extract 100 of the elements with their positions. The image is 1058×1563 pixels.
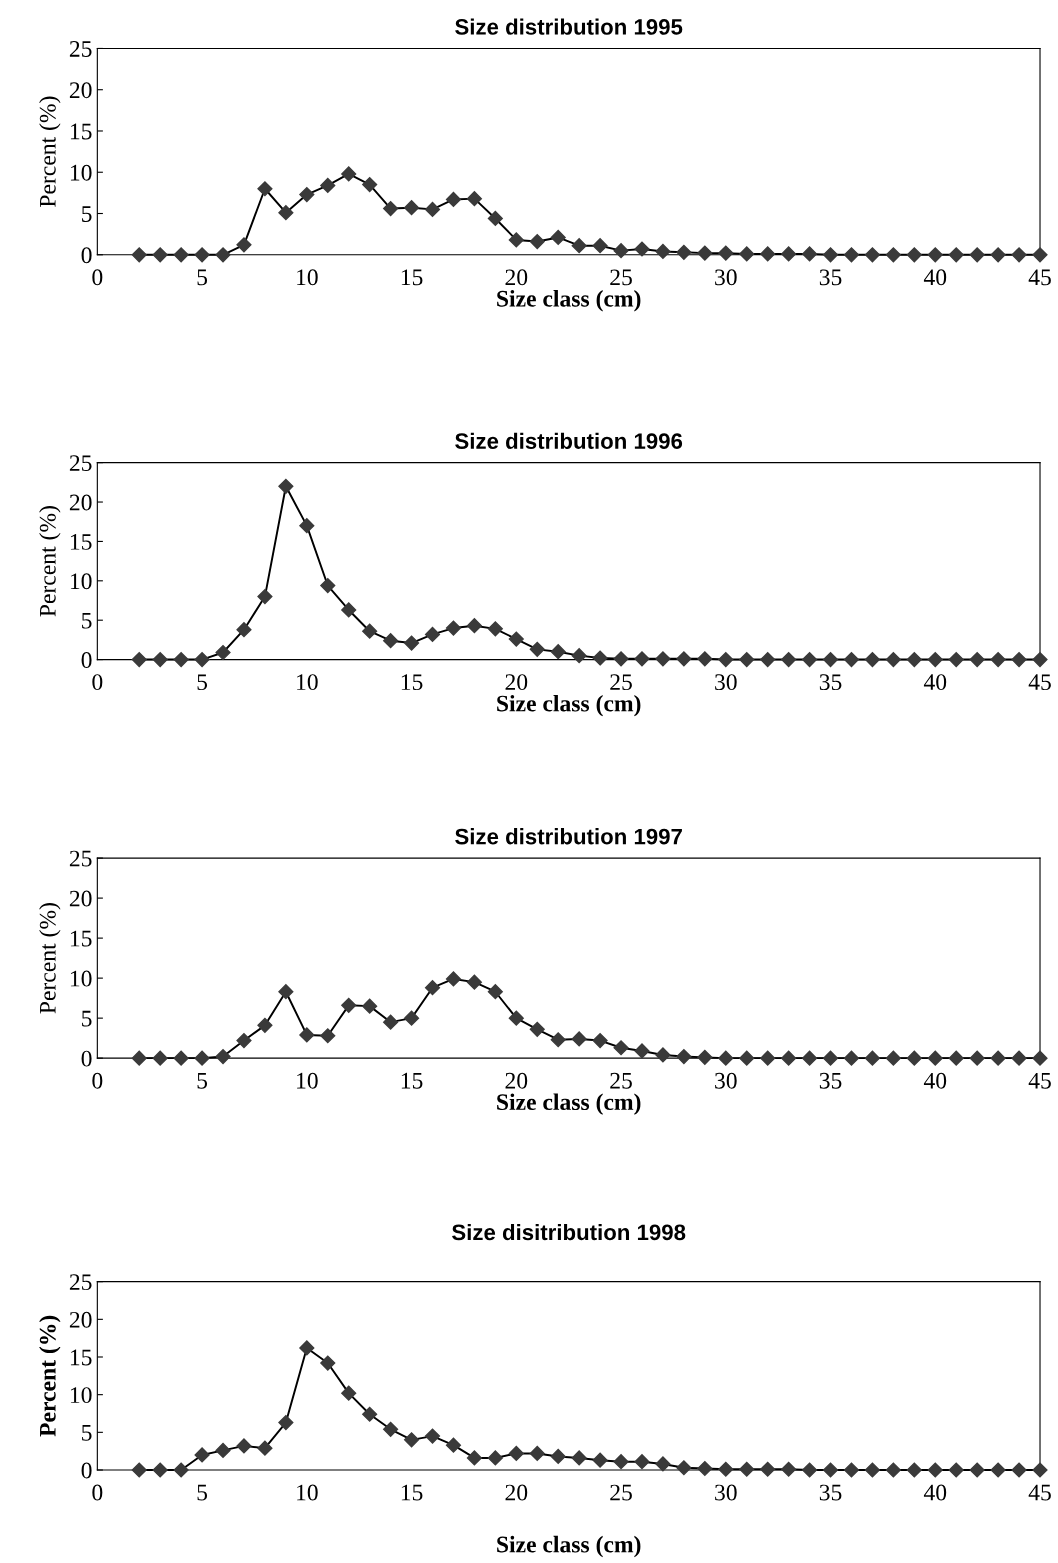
point (173, 1462, 189, 1478)
point (718, 652, 734, 668)
x-tick-label: 15 (401, 269, 423, 286)
x-axis-title: Size class (cm) (497, 1093, 641, 1115)
point (634, 651, 650, 667)
y-tick-label: 15 (70, 534, 92, 550)
y-tick-label: 0 (81, 247, 92, 264)
y-tick-label: 25 (69, 1274, 92, 1291)
point (550, 644, 566, 660)
point (885, 652, 901, 668)
point (760, 1050, 776, 1066)
point (383, 633, 399, 649)
point (760, 1461, 776, 1477)
point (383, 200, 399, 217)
point (341, 166, 357, 182)
point (236, 237, 252, 253)
point (236, 622, 252, 638)
chart-title: Size distribution 1995 (455, 18, 683, 35)
point (424, 201, 441, 217)
point (173, 247, 189, 263)
y-axis-title: Percent (%) (39, 506, 61, 617)
point (152, 652, 168, 668)
point (990, 652, 1006, 668)
point (592, 1452, 608, 1468)
point (676, 651, 692, 667)
y-tick-label: 10 (70, 164, 92, 181)
point (613, 651, 629, 667)
point (655, 651, 671, 667)
point (613, 243, 629, 259)
x-tick-label: 30 (715, 269, 737, 286)
point (697, 1049, 713, 1065)
x-tick-label: 10 (297, 1072, 318, 1089)
point (969, 652, 985, 668)
point (257, 1017, 273, 1033)
x-tick-label: 10 (297, 674, 318, 691)
point (529, 1021, 545, 1037)
point (403, 1432, 420, 1448)
point (362, 998, 378, 1014)
point (1032, 652, 1048, 668)
point (466, 974, 482, 990)
x-tick-label: 45 (1028, 674, 1051, 691)
point (969, 1462, 985, 1478)
point (1032, 1050, 1048, 1066)
point (613, 1040, 629, 1056)
x-tick-label: 45 (1028, 1072, 1051, 1089)
point (655, 1456, 671, 1472)
chart-title: Size disitribution 1998 (452, 1223, 686, 1241)
point (906, 247, 922, 263)
point (802, 652, 818, 668)
x-tick-label: 35 (819, 674, 842, 691)
point (760, 246, 776, 262)
point (529, 1445, 545, 1462)
point (948, 1462, 964, 1478)
point (864, 652, 880, 668)
point (676, 1460, 692, 1476)
point (320, 577, 336, 594)
x-axis-title: Size class (cm) (497, 694, 641, 717)
point (487, 1450, 503, 1466)
point (152, 247, 168, 263)
x-tick-label: 35 (819, 1072, 842, 1089)
point (885, 247, 901, 263)
point (487, 621, 503, 637)
point (362, 177, 378, 193)
point (466, 1450, 482, 1466)
point (487, 210, 503, 227)
point (508, 1010, 524, 1026)
y-axis-title: Percent (%) (39, 903, 61, 1014)
point (299, 1027, 315, 1043)
x-tick-label: 5 (197, 1484, 208, 1501)
point (383, 1421, 399, 1437)
point (362, 1406, 378, 1422)
point (341, 997, 357, 1013)
x-tick-label: 25 (610, 269, 632, 286)
point (466, 191, 482, 207)
x-tick-label: 5 (197, 674, 208, 691)
x-tick-label: 45 (1028, 1484, 1051, 1501)
point (655, 1047, 671, 1063)
y-tick-label: 10 (70, 970, 92, 987)
chart-title: Size distribution 1997 (455, 828, 682, 845)
x-tick-label: 10 (297, 1484, 318, 1501)
x-tick-label: 10 (297, 269, 318, 286)
point (676, 1048, 692, 1065)
point (152, 1050, 168, 1066)
point (445, 191, 462, 208)
point (403, 200, 420, 216)
y-tick-label: 5 (82, 1425, 92, 1441)
y-axis-title: Percent (%) (39, 96, 61, 207)
point (990, 1050, 1006, 1066)
point (634, 241, 650, 257)
point (760, 652, 776, 668)
point (592, 1032, 608, 1049)
point (362, 623, 378, 639)
point (1011, 1050, 1027, 1066)
x-tick-label: 40 (923, 1072, 947, 1089)
x-tick-label: 40 (923, 1484, 947, 1501)
point (1032, 247, 1048, 263)
y-axis-title: Percent (%) (39, 1315, 61, 1437)
point (571, 1450, 587, 1466)
x-tick-label: 30 (715, 674, 737, 691)
point (550, 1032, 566, 1048)
